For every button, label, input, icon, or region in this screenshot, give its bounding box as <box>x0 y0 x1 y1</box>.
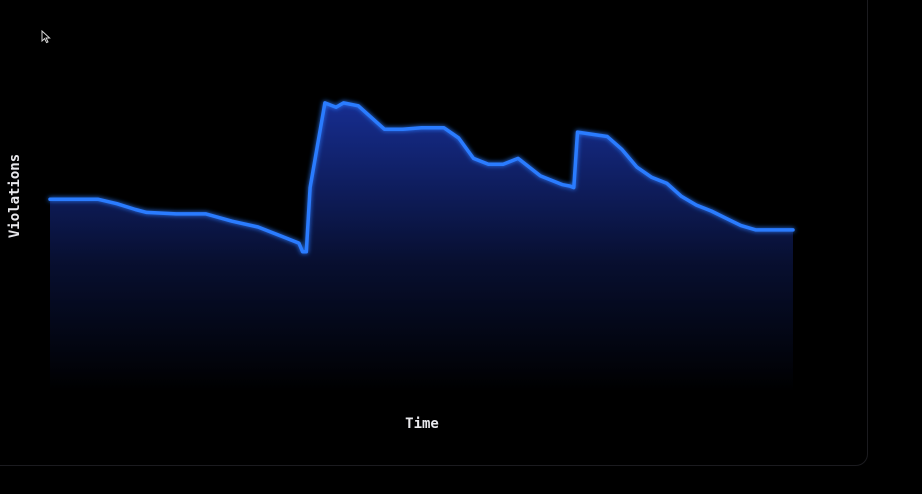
series-area <box>50 102 793 393</box>
cursor-arrow-icon <box>41 30 51 44</box>
y-axis-label: Violations <box>7 154 23 238</box>
series-line <box>48 101 795 254</box>
x-axis-label: Time <box>405 416 439 432</box>
